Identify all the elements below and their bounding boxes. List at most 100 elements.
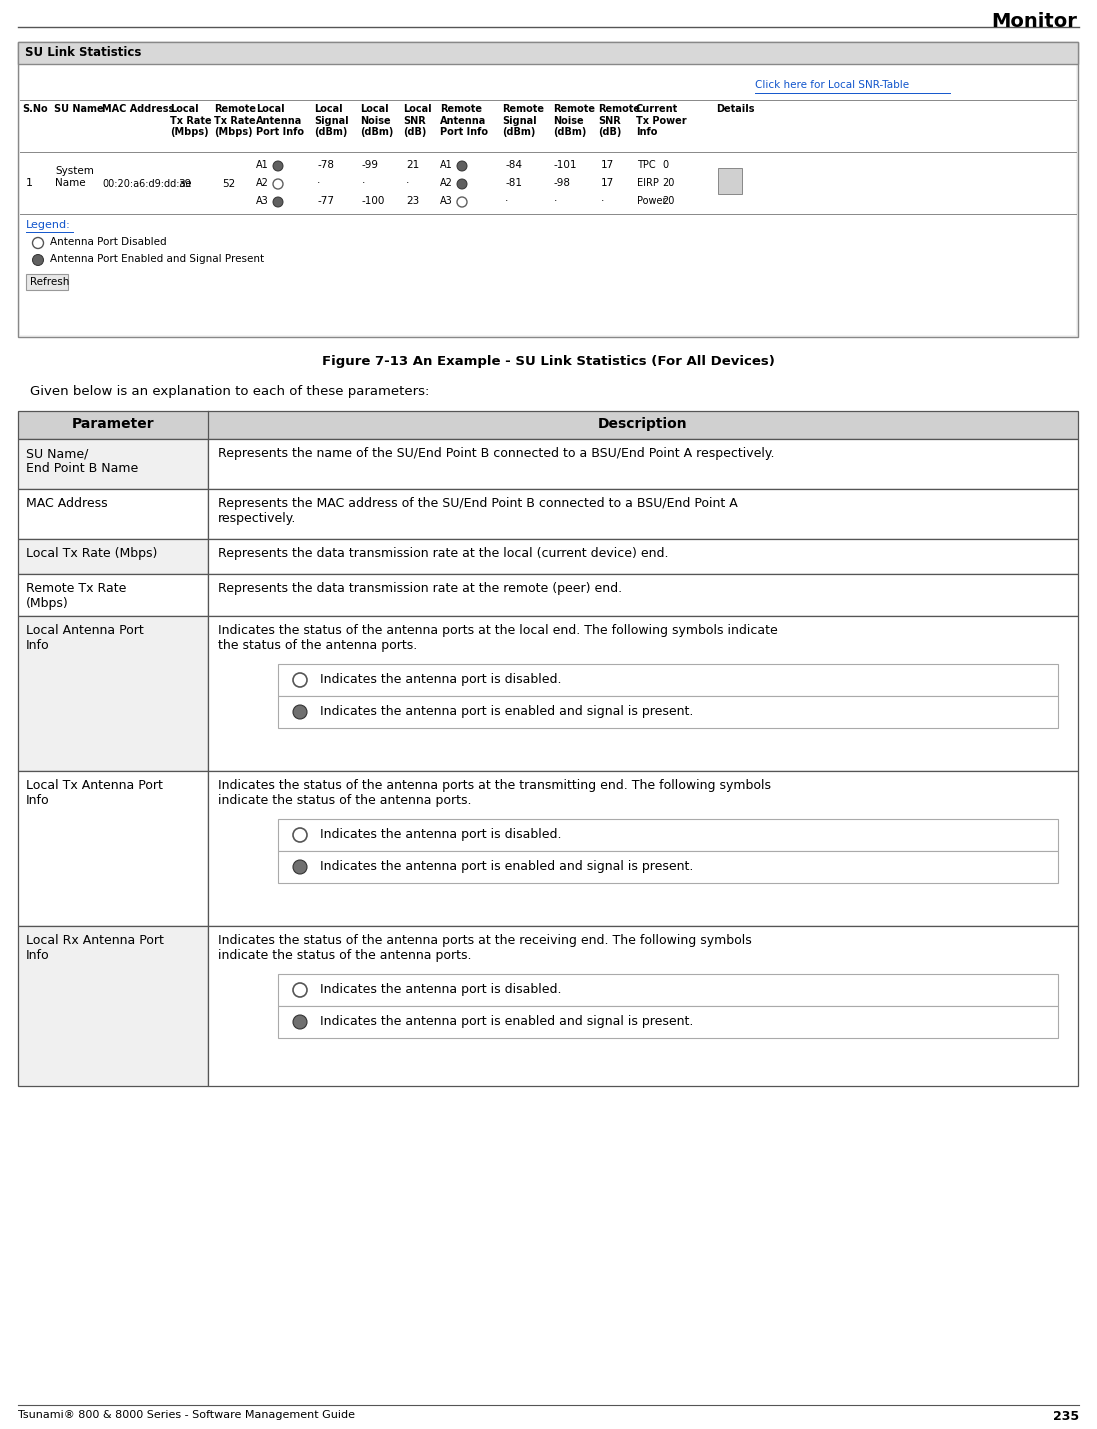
Text: ·: · — [601, 196, 604, 206]
Text: Local Tx Rate (Mbps): Local Tx Rate (Mbps) — [26, 547, 157, 560]
Text: Remote
Antenna
Port Info: Remote Antenna Port Info — [440, 104, 488, 137]
Text: Current
Tx Power
Info: Current Tx Power Info — [636, 104, 687, 137]
Text: EIRP: EIRP — [637, 179, 659, 189]
Text: Local Antenna Port
Info: Local Antenna Port Info — [26, 624, 144, 652]
Bar — [208, 574, 1078, 616]
Text: -77: -77 — [317, 196, 333, 206]
Text: -101: -101 — [554, 160, 577, 170]
Text: Local
Noise
(dBm): Local Noise (dBm) — [360, 104, 394, 137]
Text: Power: Power — [637, 196, 667, 206]
Text: Local
Signal
(dBm): Local Signal (dBm) — [314, 104, 349, 137]
Circle shape — [457, 161, 467, 171]
Text: -78: -78 — [317, 160, 333, 170]
Circle shape — [273, 179, 283, 189]
Bar — [278, 1006, 1058, 1037]
Text: Tsunami® 800 & 8000 Series - Software Management Guide: Tsunami® 800 & 8000 Series - Software Ma… — [18, 1410, 355, 1420]
Bar — [278, 975, 1058, 1006]
Bar — [18, 41, 1078, 337]
Circle shape — [293, 673, 307, 687]
Text: -84: -84 — [505, 160, 522, 170]
Text: Parameter: Parameter — [71, 417, 155, 432]
Text: Indicates the status of the antenna ports at the receiving end. The following sy: Indicates the status of the antenna port… — [218, 935, 751, 962]
Text: S.No: S.No — [22, 104, 47, 114]
Bar — [26, 274, 68, 290]
Text: ·: · — [406, 179, 409, 189]
Text: Remote
SNR
(dB): Remote SNR (dB) — [598, 104, 640, 137]
Text: 23: 23 — [406, 196, 419, 206]
Bar — [18, 539, 208, 574]
Text: Indicates the status of the antenna ports at the transmitting end. The following: Indicates the status of the antenna port… — [218, 779, 771, 807]
Bar — [20, 64, 1076, 334]
Text: A2: A2 — [256, 179, 269, 189]
Text: 21: 21 — [406, 160, 419, 170]
Circle shape — [457, 179, 467, 189]
Text: Figure 7-13 An Example - SU Link Statistics (For All Devices): Figure 7-13 An Example - SU Link Statist… — [321, 354, 774, 369]
Text: Remote
Tx Rate
(Mbps): Remote Tx Rate (Mbps) — [214, 104, 256, 137]
Bar — [18, 489, 208, 539]
Bar — [18, 772, 208, 926]
Circle shape — [293, 1015, 307, 1029]
Text: Indicates the antenna port is disabled.: Indicates the antenna port is disabled. — [320, 827, 562, 842]
Bar — [18, 616, 208, 772]
Text: Description: Description — [598, 417, 688, 432]
Text: Antenna Port Disabled: Antenna Port Disabled — [50, 237, 167, 247]
Text: Monitor: Monitor — [991, 11, 1077, 31]
Text: A2: A2 — [440, 179, 453, 189]
Circle shape — [293, 704, 307, 719]
Text: -81: -81 — [505, 179, 522, 189]
Text: A1: A1 — [256, 160, 269, 170]
Text: A1: A1 — [440, 160, 453, 170]
Text: SU Name: SU Name — [54, 104, 103, 114]
Text: Indicates the antenna port is enabled and signal is present.: Indicates the antenna port is enabled an… — [320, 1015, 693, 1027]
Text: 52: 52 — [222, 179, 235, 189]
Text: SU Name/
End Point B Name: SU Name/ End Point B Name — [26, 447, 138, 474]
Text: System
Name: System Name — [55, 166, 94, 187]
Text: TPC: TPC — [637, 160, 656, 170]
Text: Local
Antenna
Port Info: Local Antenna Port Info — [256, 104, 304, 137]
Text: 39: 39 — [178, 179, 191, 189]
Text: Remote
Signal
(dBm): Remote Signal (dBm) — [502, 104, 544, 137]
Text: MAC Address: MAC Address — [102, 104, 174, 114]
Text: Indicates the antenna port is disabled.: Indicates the antenna port is disabled. — [320, 983, 562, 996]
Text: Indicates the antenna port is enabled and signal is present.: Indicates the antenna port is enabled an… — [320, 704, 693, 717]
Bar — [208, 439, 1078, 489]
Text: Represents the data transmission rate at the local (current device) end.: Represents the data transmission rate at… — [218, 547, 668, 560]
Text: ·: · — [317, 179, 320, 189]
Text: 235: 235 — [1053, 1410, 1079, 1423]
Bar — [278, 696, 1058, 727]
Bar — [18, 574, 208, 616]
Text: 17: 17 — [601, 160, 614, 170]
Circle shape — [33, 254, 44, 266]
Text: Local Tx Antenna Port
Info: Local Tx Antenna Port Info — [26, 779, 162, 807]
Circle shape — [293, 860, 307, 875]
Bar — [208, 772, 1078, 926]
Text: Indicates the antenna port is enabled and signal is present.: Indicates the antenna port is enabled an… — [320, 860, 693, 873]
Text: -98: -98 — [554, 179, 572, 189]
Circle shape — [273, 197, 283, 207]
Text: 17: 17 — [601, 179, 614, 189]
Bar — [18, 439, 208, 489]
Text: Antenna Port Enabled and Signal Present: Antenna Port Enabled and Signal Present — [50, 254, 264, 264]
Text: -100: -100 — [362, 196, 385, 206]
Text: Indicates the antenna port is disabled.: Indicates the antenna port is disabled. — [320, 673, 562, 686]
Text: SU Link Statistics: SU Link Statistics — [25, 46, 142, 59]
Bar — [18, 41, 1078, 64]
Text: 20: 20 — [661, 196, 675, 206]
Text: 20: 20 — [661, 179, 675, 189]
Circle shape — [457, 197, 467, 207]
Text: A3: A3 — [440, 196, 453, 206]
Text: MAC Address: MAC Address — [26, 497, 108, 510]
Bar — [278, 852, 1058, 883]
Circle shape — [33, 237, 44, 249]
Text: Details: Details — [716, 104, 755, 114]
Bar — [208, 539, 1078, 574]
Text: ·: · — [505, 196, 508, 206]
Text: Represents the name of the SU/End Point B connected to a BSU/End Point A respect: Represents the name of the SU/End Point … — [218, 447, 774, 460]
Bar — [18, 926, 208, 1086]
Bar — [278, 664, 1058, 696]
Text: Local
SNR
(dB): Local SNR (dB) — [403, 104, 431, 137]
Bar — [18, 412, 1078, 439]
Bar — [208, 489, 1078, 539]
Text: A3: A3 — [256, 196, 269, 206]
Bar — [278, 819, 1058, 852]
